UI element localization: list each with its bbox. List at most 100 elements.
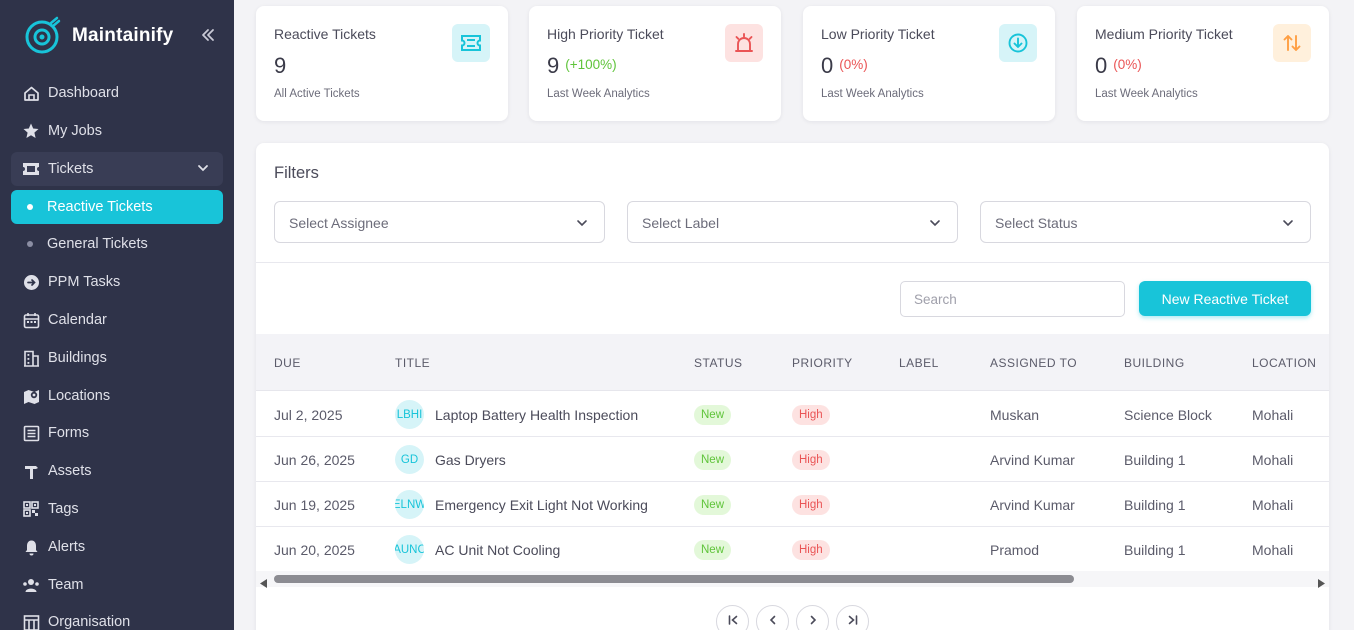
ticket-title[interactable]: Laptop Battery Health Inspection: [435, 407, 639, 423]
ticket-icon: [22, 160, 40, 178]
status-badge: New: [694, 495, 732, 515]
sidebar-item-alerts[interactable]: Alerts: [11, 530, 223, 564]
priority-badge: High: [792, 405, 830, 425]
table-row[interactable]: Jun 26, 2025 GD Gas Dryers New High Arvi…: [256, 437, 1329, 482]
ticket-avatar: ELNW: [395, 490, 424, 519]
table-row[interactable]: Jun 20, 2025 AUNC AC Unit Not Cooling Ne…: [256, 527, 1329, 572]
stat-change: (+100%): [565, 57, 617, 72]
status-select[interactable]: Select Status: [980, 201, 1311, 243]
filters-title: Filters: [274, 164, 319, 182]
scroll-left-icon[interactable]: [260, 575, 268, 593]
new-reactive-ticket-button[interactable]: New Reactive Ticket: [1139, 281, 1311, 316]
column-header-priority[interactable]: PRIORITY: [792, 356, 853, 370]
qr-code-icon: [22, 500, 40, 518]
due-date: Jul 2, 2025: [274, 407, 343, 423]
sidebar-item-label: Dashboard: [48, 85, 119, 101]
sidebar-item-assets[interactable]: Assets: [11, 454, 223, 488]
search-input[interactable]: [900, 281, 1125, 317]
stat-subtitle: All Active Tickets: [274, 88, 360, 100]
chevron-down-icon: [1282, 216, 1294, 232]
bell-icon: [22, 538, 40, 556]
sidebar-item-ppm-tasks[interactable]: PPM Tasks: [11, 265, 223, 299]
first-page-button[interactable]: [716, 605, 749, 630]
assignee-select-value: Select Assignee: [289, 215, 389, 231]
calendar-icon: [22, 311, 40, 329]
logo-gear-icon: [22, 16, 62, 56]
table-row[interactable]: Jun 19, 2025 ELNW Emergency Exit Light N…: [256, 482, 1329, 527]
sidebar-item-general-tickets[interactable]: General Tickets: [11, 227, 223, 261]
first-page-icon: [727, 613, 739, 630]
stat-title: Medium Priority Ticket: [1095, 26, 1233, 42]
chevron-down-icon: [576, 216, 588, 232]
sidebar-item-tags[interactable]: Tags: [11, 492, 223, 526]
building-icon: [22, 349, 40, 367]
next-page-button[interactable]: [796, 605, 829, 630]
stat-card-medium-priority: Medium Priority Ticket 0 (0%) Last Week A…: [1077, 6, 1329, 121]
assignee: Arvind Kumar: [990, 497, 1075, 513]
table-row[interactable]: Jul 2, 2025 LBHI Laptop Battery Health I…: [256, 392, 1329, 437]
sidebar-item-forms[interactable]: Forms: [11, 416, 223, 450]
stat-value: 9 (+100%): [547, 53, 617, 78]
ticket-avatar: LBHI: [395, 400, 424, 429]
ticket-title[interactable]: AC Unit Not Cooling: [435, 542, 561, 558]
column-header-location[interactable]: LOCATION: [1252, 356, 1317, 370]
sidebar-item-locations[interactable]: Locations: [11, 379, 223, 413]
sidebar-item-label: Team: [48, 577, 84, 593]
stat-value: 0 (0%): [1095, 53, 1142, 78]
location: Mohali: [1252, 542, 1294, 558]
star-icon: [22, 122, 40, 140]
assignee-select[interactable]: Select Assignee: [274, 201, 605, 243]
ticket-title[interactable]: Gas Dryers: [435, 452, 506, 468]
sidebar-item-organisation[interactable]: Organisation: [11, 605, 223, 630]
horizontal-scrollbar[interactable]: [256, 571, 1329, 588]
assignee: Muskan: [990, 407, 1040, 423]
collapse-sidebar-icon[interactable]: [199, 26, 217, 44]
location: Mohali: [1252, 452, 1294, 468]
ticket-title[interactable]: Emergency Exit Light Not Working: [435, 497, 648, 513]
sidebar-item-label: Tags: [48, 501, 79, 517]
stat-card-high-priority: High Priority Ticket 9 (+100%) Last Week …: [529, 6, 781, 121]
column-header-title[interactable]: TITLE: [395, 356, 431, 370]
column-header-label[interactable]: LABEL: [899, 356, 939, 370]
sidebar-item-dashboard[interactable]: Dashboard: [11, 76, 223, 110]
due-date: Jun 20, 2025: [274, 542, 355, 558]
label-select[interactable]: Select Label: [627, 201, 958, 243]
map-pin-icon: [22, 387, 40, 405]
sidebar-item-label: Tickets: [48, 161, 94, 177]
brand[interactable]: Maintainify: [22, 16, 173, 56]
priority-badge: High: [792, 495, 830, 515]
column-header-status[interactable]: STATUS: [694, 356, 743, 370]
sidebar-item-team[interactable]: Team: [11, 568, 223, 602]
building: Building 1: [1124, 542, 1186, 558]
scrollbar-thumb[interactable]: [274, 575, 1074, 583]
sidebar-item-label: PPM Tasks: [48, 274, 121, 290]
sidebar-item-reactive-tickets[interactable]: Reactive Tickets: [11, 190, 223, 224]
sidebar-item-my-jobs[interactable]: My Jobs: [11, 114, 223, 148]
chevron-down-icon: [929, 216, 941, 232]
scroll-right-icon[interactable]: [1317, 575, 1325, 593]
last-page-button[interactable]: [836, 605, 869, 630]
sidebar-item-label: Alerts: [48, 539, 86, 555]
stat-subtitle: Last Week Analytics: [547, 88, 650, 100]
brand-name: Maintainify: [72, 25, 174, 46]
sidebar-item-label: Reactive Tickets: [47, 199, 153, 215]
status-badge: New: [694, 450, 732, 470]
sidebar-item-label: Buildings: [48, 350, 107, 366]
stat-card-reactive-tickets: Reactive Tickets 9 All Active Tickets: [256, 6, 508, 121]
previous-page-button[interactable]: [756, 605, 789, 630]
chevron-left-icon: [767, 613, 779, 630]
sidebar-item-label: Organisation: [48, 614, 131, 630]
column-header-assigned-to[interactable]: ASSIGNED TO: [990, 356, 1078, 370]
assignee: Arvind Kumar: [990, 452, 1075, 468]
sidebar-item-calendar[interactable]: Calendar: [11, 303, 223, 337]
chevron-right-icon: [807, 613, 819, 630]
stat-subtitle: Last Week Analytics: [821, 88, 924, 100]
bullet-icon: [27, 204, 33, 210]
sidebar-item-tickets[interactable]: Tickets: [11, 152, 223, 186]
stat-value: 9: [274, 53, 287, 78]
stat-title: High Priority Ticket: [547, 26, 664, 42]
sidebar-item-buildings[interactable]: Buildings: [11, 341, 223, 375]
column-header-building[interactable]: BUILDING: [1124, 356, 1185, 370]
column-header-due[interactable]: DUE: [274, 356, 301, 370]
sort-arrows-icon: [1273, 24, 1311, 62]
